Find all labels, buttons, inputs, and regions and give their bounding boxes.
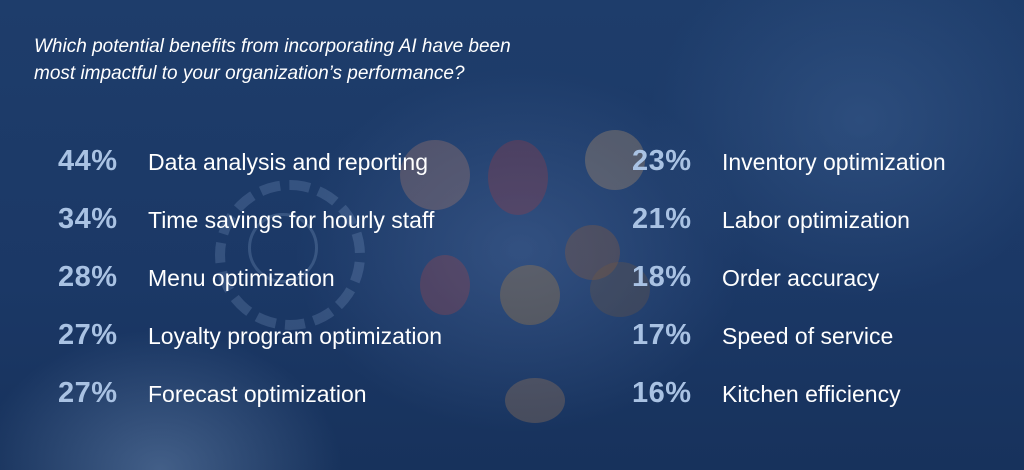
benefit-label: Inventory optimization (722, 149, 946, 175)
benefit-label: Loyalty program optimization (148, 323, 443, 349)
food-icon (420, 255, 470, 315)
benefit-percent: 21% (632, 203, 692, 235)
ai-chip-icon (248, 213, 318, 283)
ai-gear-icon (215, 180, 365, 330)
food-icon (500, 265, 560, 325)
benefit-percent: 16% (632, 377, 692, 409)
benefit-item: 21% Labor optimization (632, 203, 910, 236)
benefit-percent: 27% (58, 377, 118, 409)
chart-title: Which potential benefits from incorporat… (34, 36, 511, 84)
benefit-percent: 44% (58, 145, 118, 177)
benefit-item: 17% Speed of service (632, 319, 893, 352)
food-icon (400, 140, 470, 210)
benefit-item: 16% Kitchen efficiency (632, 377, 901, 410)
benefit-item: 28% Menu optimization (58, 261, 335, 294)
benefit-percent: 17% (632, 319, 692, 351)
benefit-item: 18% Order accuracy (632, 261, 879, 294)
benefit-item: 27% Forecast optimization (58, 377, 367, 410)
benefit-label: Labor optimization (722, 207, 910, 233)
benefit-label: Time savings for hourly staff (148, 207, 435, 233)
benefit-percent: 23% (632, 145, 692, 177)
food-icon (590, 262, 650, 317)
benefit-label: Order accuracy (722, 265, 880, 291)
benefit-percent: 27% (58, 319, 118, 351)
benefit-label: Data analysis and reporting (148, 149, 428, 175)
benefit-item: 44% Data analysis and reporting (58, 145, 428, 178)
food-icon (585, 130, 645, 190)
benefit-label: Menu optimization (148, 265, 335, 291)
benefit-label: Speed of service (722, 323, 894, 349)
food-icon (565, 225, 620, 280)
benefit-item: 27% Loyalty program optimization (58, 319, 442, 352)
benefit-percent: 28% (58, 261, 118, 293)
benefit-item: 34% Time savings for hourly staff (58, 203, 434, 236)
benefit-percent: 34% (58, 203, 118, 235)
benefit-label: Forecast optimization (148, 381, 367, 407)
benefit-percent: 18% (632, 261, 692, 293)
benefit-label: Kitchen efficiency (722, 381, 901, 407)
food-icon (505, 378, 565, 423)
benefit-item: 23% Inventory optimization (632, 145, 946, 178)
food-icon (488, 140, 548, 215)
